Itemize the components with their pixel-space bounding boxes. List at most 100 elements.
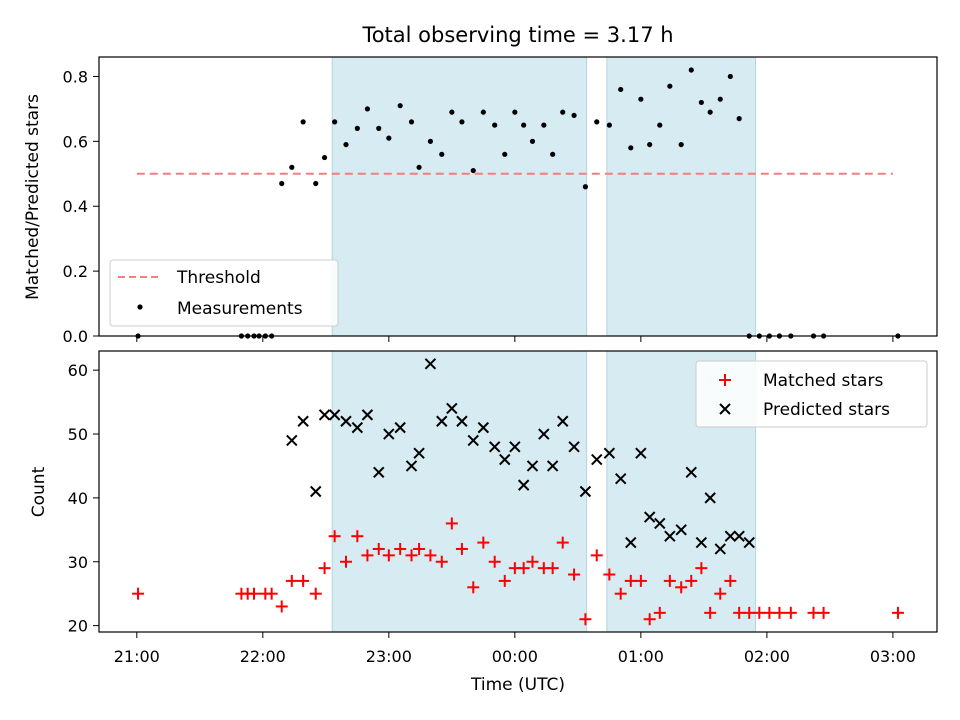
predicted-star-point-b bbox=[614, 473, 627, 485]
predicted-star-point-b bbox=[286, 434, 298, 447]
measurement-point bbox=[313, 180, 319, 187]
measurement-point bbox=[279, 180, 285, 187]
predicted-star-point bbox=[394, 421, 406, 434]
measurement-point bbox=[647, 141, 653, 148]
matched-star-point bbox=[753, 606, 766, 619]
predicted-star-point bbox=[499, 453, 511, 466]
predicted-star-point-b bbox=[467, 434, 479, 447]
predicted-star-point bbox=[625, 536, 637, 549]
predicted-star-point bbox=[526, 460, 539, 472]
matched-star-point bbox=[328, 530, 341, 543]
measurement-point bbox=[606, 122, 612, 128]
predicted-star-point-b bbox=[603, 447, 616, 459]
legend-matched-swatch bbox=[719, 374, 731, 386]
measurement-point bbox=[560, 109, 566, 115]
predicted-star-point-b bbox=[351, 421, 364, 434]
predicted-star-point-b bbox=[361, 409, 374, 421]
predicted-star-point-b bbox=[526, 460, 539, 472]
predicted-star-point-b bbox=[714, 543, 726, 555]
predicted-star-point bbox=[603, 447, 616, 459]
matched-star-point bbox=[413, 542, 426, 555]
shaded-interval-0 bbox=[331, 350, 588, 633]
measurement-point bbox=[529, 138, 536, 144]
measurement-point bbox=[717, 96, 723, 102]
predicted-star-point bbox=[743, 536, 755, 549]
matched-star-point bbox=[247, 587, 260, 600]
predicted-star-point-b bbox=[724, 530, 737, 542]
predicted-star-point bbox=[467, 434, 479, 447]
matched-star-point bbox=[318, 562, 331, 575]
predicted-star-point bbox=[557, 415, 569, 427]
predicted-star-point bbox=[340, 415, 352, 427]
predicted-star-point-b bbox=[394, 421, 406, 434]
predicted-star-point bbox=[733, 530, 745, 542]
measurement-point bbox=[364, 106, 371, 112]
predicted-star-point bbox=[704, 492, 716, 504]
matched-star-point bbox=[685, 574, 698, 587]
matched-star-point bbox=[590, 549, 603, 562]
matched-star-point bbox=[424, 549, 437, 562]
measurement-point bbox=[492, 122, 498, 128]
measurement-point bbox=[354, 125, 360, 131]
measurement-point bbox=[332, 119, 338, 125]
bottom-y-axis-label: Count bbox=[29, 466, 49, 517]
predicted-star-point-b bbox=[685, 466, 697, 479]
predicted-star-point bbox=[685, 466, 697, 479]
predicted-star-point-b bbox=[625, 536, 637, 549]
top-y-tick-label: 0.6 bbox=[63, 132, 88, 151]
measurement-point bbox=[343, 141, 349, 148]
bottom-y-tick-label: 20 bbox=[68, 617, 88, 636]
predicted-star-point-b bbox=[704, 492, 716, 504]
measurement-point bbox=[521, 122, 527, 128]
measurement-point bbox=[618, 86, 624, 93]
matched-star-point bbox=[634, 574, 647, 587]
chart-title: Total observing time = 3.17 h bbox=[361, 23, 673, 47]
measurement-point bbox=[502, 151, 508, 157]
predicted-star-point bbox=[509, 441, 521, 453]
x-tick-label: 02:00 bbox=[744, 647, 790, 666]
matched-star-point bbox=[361, 549, 374, 562]
measurement-point bbox=[439, 151, 445, 157]
matched-star-point bbox=[643, 613, 656, 626]
top-legend-box bbox=[109, 259, 339, 327]
legend-measurements-label: Measurements bbox=[177, 299, 303, 319]
predicted-star-point-b bbox=[579, 485, 592, 498]
matched-star-point bbox=[498, 574, 511, 587]
matched-star-point bbox=[285, 574, 298, 587]
predicted-star-point bbox=[664, 530, 676, 542]
predicted-star-point-b bbox=[436, 415, 448, 427]
measurement-point bbox=[386, 135, 392, 141]
matched-star-point bbox=[733, 606, 746, 619]
measurement-point bbox=[688, 67, 694, 73]
top-y-tick-label: 0.8 bbox=[63, 67, 88, 86]
x-tick-label: 00:00 bbox=[492, 647, 538, 666]
predicted-star-point bbox=[488, 441, 501, 453]
measurement-point bbox=[470, 167, 476, 174]
predicted-star-point-b bbox=[310, 485, 322, 498]
x-tick-label: 21:00 bbox=[114, 647, 160, 666]
matched-star-point bbox=[743, 606, 756, 619]
predicted-star-point bbox=[297, 415, 309, 427]
matched-star-point bbox=[773, 606, 786, 619]
predicted-star-point bbox=[568, 441, 580, 453]
x-tick-label: 01:00 bbox=[618, 647, 664, 666]
predicted-star-point bbox=[361, 409, 374, 421]
predicted-star-point bbox=[614, 473, 627, 485]
predicted-star-point-b bbox=[318, 409, 331, 421]
matched-star-point bbox=[546, 562, 559, 575]
matched-star-point bbox=[891, 606, 904, 619]
matched-star-point bbox=[526, 555, 539, 568]
top-y-axis-label: Matched/Predicted stars bbox=[23, 94, 43, 300]
measurement-point bbox=[459, 119, 465, 125]
matched-star-point bbox=[309, 587, 322, 600]
predicted-star-point-b bbox=[509, 441, 521, 453]
matched-star-point bbox=[807, 606, 820, 619]
predicted-star-point-b bbox=[695, 536, 708, 549]
predicted-star-point bbox=[538, 428, 550, 440]
matched-star-point bbox=[556, 536, 569, 549]
matched-star-point bbox=[603, 568, 616, 581]
legend-measurements-swatch bbox=[137, 304, 143, 310]
shaded-interval-0 bbox=[331, 56, 588, 337]
predicted-star-point-b bbox=[635, 447, 647, 459]
measurement-point bbox=[736, 116, 742, 122]
